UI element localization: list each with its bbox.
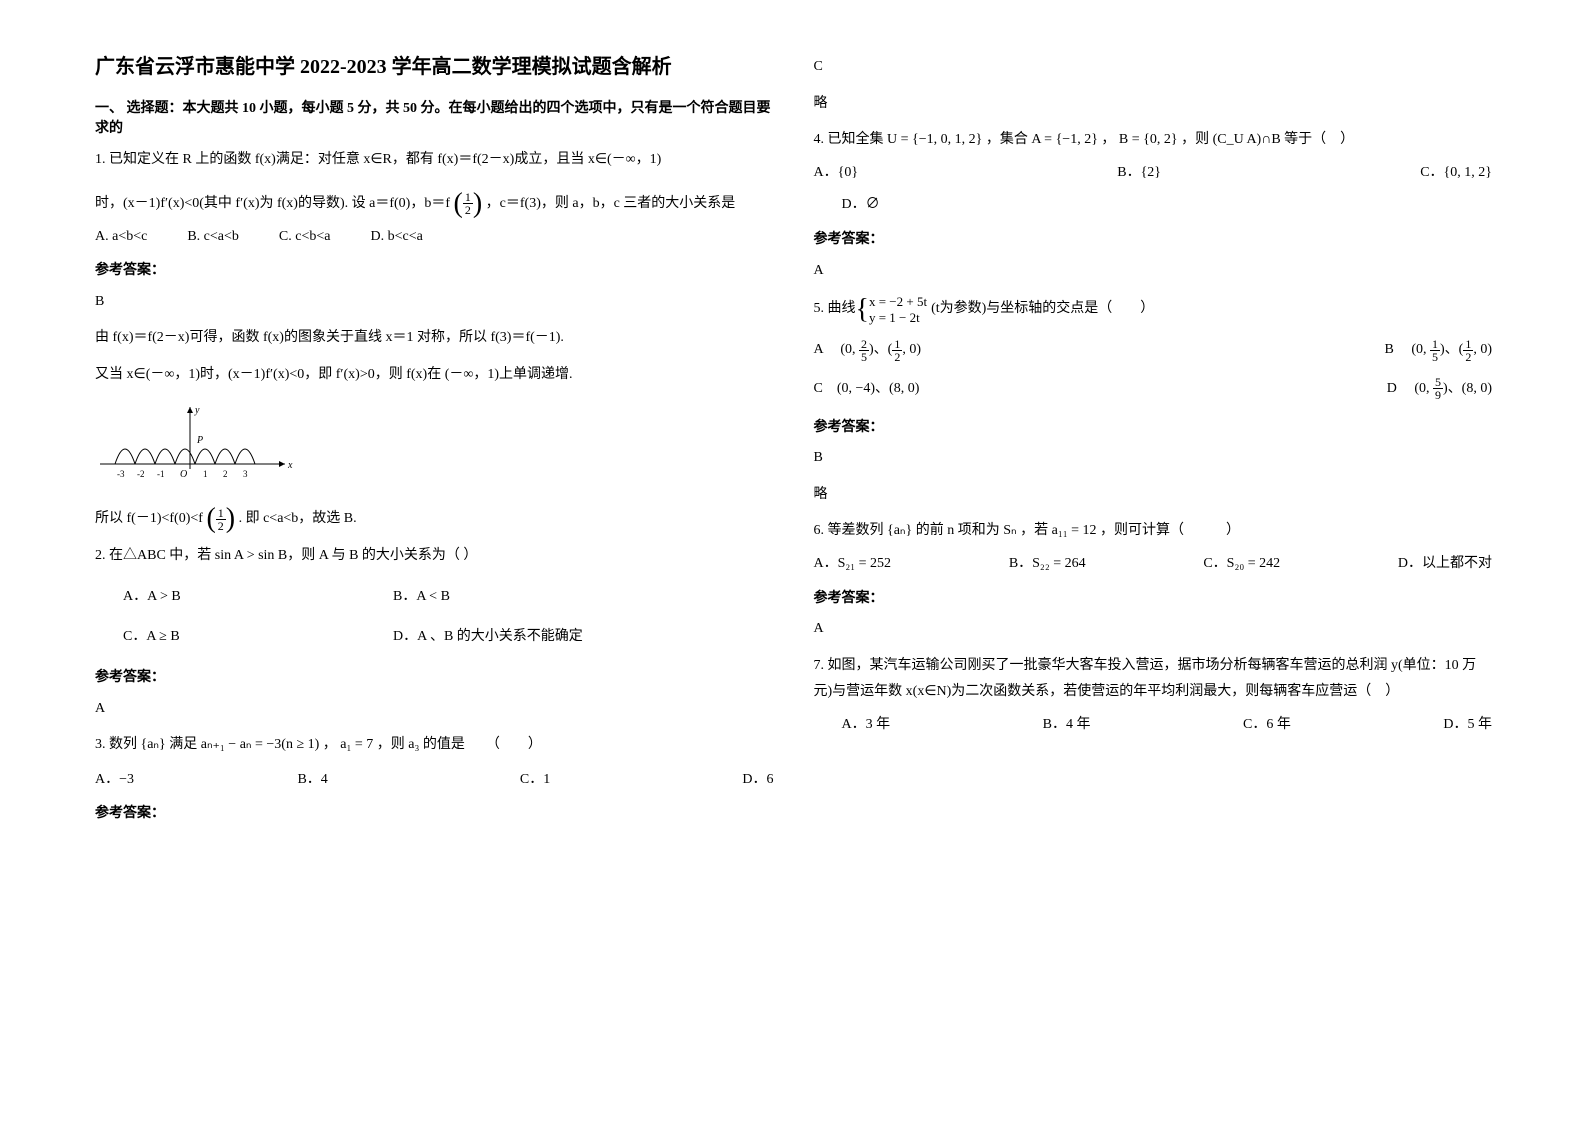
q5-stem: 5. 曲线 { x = −2 + 5t y = 1 − 2t (t为参数) 与坐…: [814, 294, 1493, 325]
q3-answer-label: 参考答案：: [95, 801, 774, 828]
q3-opt-a: A．−3: [95, 767, 255, 794]
q3-answer-letter: C: [814, 54, 1493, 81]
q4-answer-label: 参考答案：: [814, 227, 1493, 254]
q2-opt-c: C．A ≥ B: [123, 624, 353, 651]
q1-stem-line1: 1. 已知定义在 R 上的函数 f(x)满足：对任意 x∈R，都有 f(x)＝f…: [95, 147, 774, 174]
q7-opt-b: B．4 年: [1043, 712, 1091, 739]
question-3: 3. 数列 {aₙ} 满足 aₙ₊₁ − aₙ = −3(n ≥ 1) ， a₁…: [95, 732, 774, 828]
q1-sol-line3: 所以 f(－1)<f(0)<f (12) . 即 c<a<b，故选 B.: [95, 505, 774, 533]
q2-options-row1: A．A > B B．A < B: [95, 584, 774, 611]
q1-opt-b: B. c<a<b: [187, 224, 239, 251]
question-6: 6. 等差数列 {aₙ} 的前 n 项和为 Sₙ ，若 a₁₁ = 12 ，则可…: [814, 518, 1493, 642]
q2-stem: 2. 在△ABC 中，若 sin A > sin B，则 A 与 B 的大小关系…: [95, 543, 774, 570]
q4-opt-a: A．{0}: [814, 160, 859, 187]
q7-opt-a: A．3 年: [842, 712, 891, 739]
q4-answer-letter: A: [814, 258, 1493, 285]
frac-half-1: (12): [454, 190, 483, 218]
q6-options: A．S₂₁ = 252 B．S₂₂ = 264 C．S₂₀ = 242 D．以上…: [814, 551, 1493, 578]
q7-options: A．3 年 B．4 年 C．6 年 D．5 年: [814, 712, 1493, 739]
q1-graph: y x -3 -2 -1 O 1 2 3 P: [95, 399, 774, 500]
q5-opt-c: C (0, −4)、(8, 0): [814, 376, 920, 403]
q4-opt-b: B．{2}: [1117, 160, 1161, 187]
question-4: 4. 已知全集 U = {−1, 0, 1, 2} ，集合 A = {−1, 2…: [814, 127, 1493, 284]
q2-opt-a: A．A > B: [123, 584, 353, 611]
svg-text:3: 3: [243, 469, 248, 479]
q6-opt-b: B．S₂₂ = 264: [1009, 551, 1086, 578]
q1-sol-line2: 又当 x∈(－∞，1)时，(x－1)f′(x)<0，即 f′(x)>0，则 f(…: [95, 362, 774, 389]
left-column: 广东省云浮市惠能中学 2022-2023 学年高二数学理模拟试题含解析 一、 选…: [95, 50, 774, 1072]
svg-text:1: 1: [203, 469, 208, 479]
q3-options: A．−3 B．4 C．1 D．6: [95, 767, 774, 794]
q1-opt-a: A. a<b<c: [95, 224, 147, 251]
q6-opt-d: D．以上都不对: [1398, 551, 1492, 578]
question-5: 5. 曲线 { x = −2 + 5t y = 1 − 2t (t为参数) 与坐…: [814, 294, 1493, 508]
q5-opt-b: B (0, 15)、(12, 0): [1384, 337, 1492, 364]
q3-opt-d: D．6: [742, 767, 773, 794]
q4-opt-d: D．∅: [842, 197, 880, 212]
q1-sol-line1: 由 f(x)＝f(2－x)可得，函数 f(x)的图象关于直线 x＝1 对称，所以…: [95, 325, 774, 352]
q4-options-row2: D．∅: [814, 192, 1493, 219]
section-heading: 一、 选择题：本大题共 10 小题，每小题 5 分，共 50 分。在每小题给出的…: [95, 97, 774, 137]
q6-answer-letter: A: [814, 616, 1493, 643]
q1-opt-c: C. c<b<a: [279, 224, 331, 251]
q3-stem: 3. 数列 {aₙ} 满足 aₙ₊₁ − aₙ = −3(n ≥ 1) ， a₁…: [95, 732, 774, 759]
q7-opt-d: D．5 年: [1443, 712, 1492, 739]
q1-answer-letter: B: [95, 289, 774, 316]
q5-opts-row1: A (0, 25)、(12, 0) B (0, 15)、(12, 0): [814, 337, 1493, 364]
svg-text:y: y: [194, 405, 200, 416]
q6-answer-label: 参考答案：: [814, 586, 1493, 613]
q5-answer-label: 参考答案：: [814, 415, 1493, 442]
q6-stem: 6. 等差数列 {aₙ} 的前 n 项和为 Sₙ ，若 a₁₁ = 12 ，则可…: [814, 518, 1493, 545]
q5-system: x = −2 + 5t y = 1 − 2t: [869, 294, 927, 325]
question-1: 1. 已知定义在 R 上的函数 f(x)满足：对任意 x∈R，都有 f(x)＝f…: [95, 147, 774, 533]
svg-text:-1: -1: [157, 469, 165, 479]
svg-text:-3: -3: [117, 469, 125, 479]
q1-opt-d: D. b<c<a: [370, 224, 422, 251]
q2-answer-label: 参考答案：: [95, 665, 774, 692]
q5-opt-d: D (0, 59)、(8, 0): [1387, 376, 1492, 403]
q7-opt-c: C．6 年: [1243, 712, 1291, 739]
q7-stem: 7. 如图，某汽车运输公司刚买了一批豪华大客车投入营运，据市场分析每辆客车营运的…: [814, 653, 1493, 706]
right-column: C 略 4. 已知全集 U = {−1, 0, 1, 2} ，集合 A = {−…: [814, 50, 1493, 1072]
svg-text:-2: -2: [137, 469, 145, 479]
q5-opts-row2: C (0, −4)、(8, 0) D (0, 59)、(8, 0): [814, 376, 1493, 403]
svg-text:2: 2: [223, 469, 228, 479]
frac-half-2: (12): [206, 505, 235, 533]
q5-sol: 略: [814, 482, 1493, 509]
q4-options-row1: A．{0} B．{2} C．{0, 1, 2}: [814, 160, 1493, 187]
q1-stem-line2: 时，(x－1)f′(x)<0(其中 f′(x)为 f(x)的导数). 设 a＝f…: [95, 190, 774, 218]
q6-opt-c: C．S₂₀ = 242: [1203, 551, 1280, 578]
q5-opt-a: A (0, 25)、(12, 0): [814, 337, 922, 364]
q2-opt-b: B．A < B: [393, 584, 450, 611]
q2-opt-d: D．A 、B 的大小关系不能确定: [393, 624, 583, 651]
q1-answer-label: 参考答案：: [95, 258, 774, 285]
page-title: 广东省云浮市惠能中学 2022-2023 学年高二数学理模拟试题含解析: [95, 50, 774, 79]
q5-answer-letter: B: [814, 445, 1493, 472]
q3-sol: 略: [814, 91, 1493, 118]
brace-icon: {: [856, 296, 869, 324]
q3-opt-b: B．4: [297, 767, 477, 794]
q6-opt-a: A．S₂₁ = 252: [814, 551, 892, 578]
q1-options: A. a<b<c B. c<a<b C. c<b<a D. b<c<a: [95, 224, 774, 251]
svg-text:x: x: [287, 460, 293, 471]
question-7: 7. 如图，某汽车运输公司刚买了一批豪华大客车投入营运，据市场分析每辆客车营运的…: [814, 653, 1493, 739]
svg-text:P: P: [196, 435, 203, 446]
q2-answer-letter: A: [95, 696, 774, 723]
q4-opt-c: C．{0, 1, 2}: [1420, 160, 1492, 187]
q2-options-row2: C．A ≥ B D．A 、B 的大小关系不能确定: [95, 624, 774, 651]
q4-stem: 4. 已知全集 U = {−1, 0, 1, 2} ，集合 A = {−1, 2…: [814, 127, 1493, 154]
question-2: 2. 在△ABC 中，若 sin A > sin B，则 A 与 B 的大小关系…: [95, 543, 774, 722]
svg-text:O: O: [180, 469, 187, 480]
q3-opt-c: C．1: [520, 767, 700, 794]
